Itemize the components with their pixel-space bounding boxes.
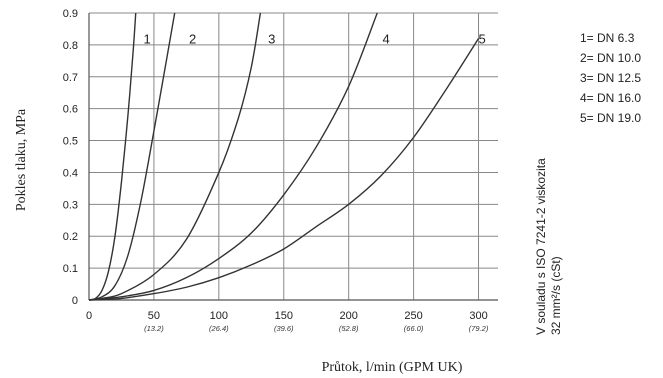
x-tick-sublabel: (26.4) [209,324,229,333]
curve-label: 2 [189,32,196,47]
y-tick-label: 0.9 [63,8,78,20]
curves-layer [88,12,480,301]
legend-item: 3= DN 12.5 [580,71,641,85]
x-tick-label: 200 [340,310,358,322]
x-tick-sublabel: (39.6) [274,324,294,333]
x-tick-label: 0 [86,310,92,322]
curve-label: 5 [479,32,486,47]
series-line-5 [88,38,480,301]
series-line-2 [88,12,176,301]
x-tick-sublabel: (13.2) [144,324,164,333]
y-tick-label: 0.6 [63,104,78,116]
legend-item: 5= DN 19.0 [580,111,641,125]
x-tick-label: 250 [404,310,422,322]
legend-item: 4= DN 16.0 [580,91,641,105]
legend-item: 2= DN 10.0 [580,51,641,65]
y-tick-label: 0.4 [63,167,78,179]
y-tick-label: 0.3 [63,199,78,211]
x-tick-label: 100 [210,310,228,322]
curve-label: 1 [144,32,151,47]
y-tick-label: 0.2 [63,231,78,243]
x-tick-label: 300 [469,310,487,322]
legend: 1= DN 6.3 2= DN 10.0 3= DN 12.5 4= DN 16… [580,31,641,125]
y-tick-label: 0.5 [63,136,78,148]
y-tick-label: 0.8 [63,40,78,52]
curve-label: 4 [382,32,389,47]
x-tick-sublabel: (66.0) [404,324,424,333]
x-axis-title: Průtok, l/min (GPM UK) [322,360,463,375]
y-tick-label: 0 [72,295,78,307]
tick-labels-layer: 0 0.1 0.2 0.3 0.4 0.5 0.6 0.7 0.8 0.9 0 50 (13.2) 100… [63,8,489,333]
x-tick-label: 150 [275,310,293,322]
curve-label: 3 [268,32,275,47]
series-line-4 [88,12,378,301]
legend-item: 1= DN 6.3 [580,31,635,45]
series-line-3 [88,12,262,301]
x-tick-sublabel: (52.8) [339,324,359,333]
y-tick-label: 0.1 [63,263,78,275]
viscosity-note-line2: 32 mm²/s (cSt) [549,256,563,335]
x-tick-sublabel: (79.2) [469,324,489,333]
viscosity-note-line1: V souladu s ISO 7241-2 viskozita [534,158,548,335]
y-tick-label: 0.7 [63,72,78,84]
x-tick-label: 50 [148,310,160,322]
series-line-1 [88,12,137,301]
viscosity-note: V souladu s ISO 7241-2 viskozita 32 mm²/… [534,158,563,335]
grid-layer [88,12,498,301]
y-axis-title: Pokles tlaku, MPa [14,108,29,211]
